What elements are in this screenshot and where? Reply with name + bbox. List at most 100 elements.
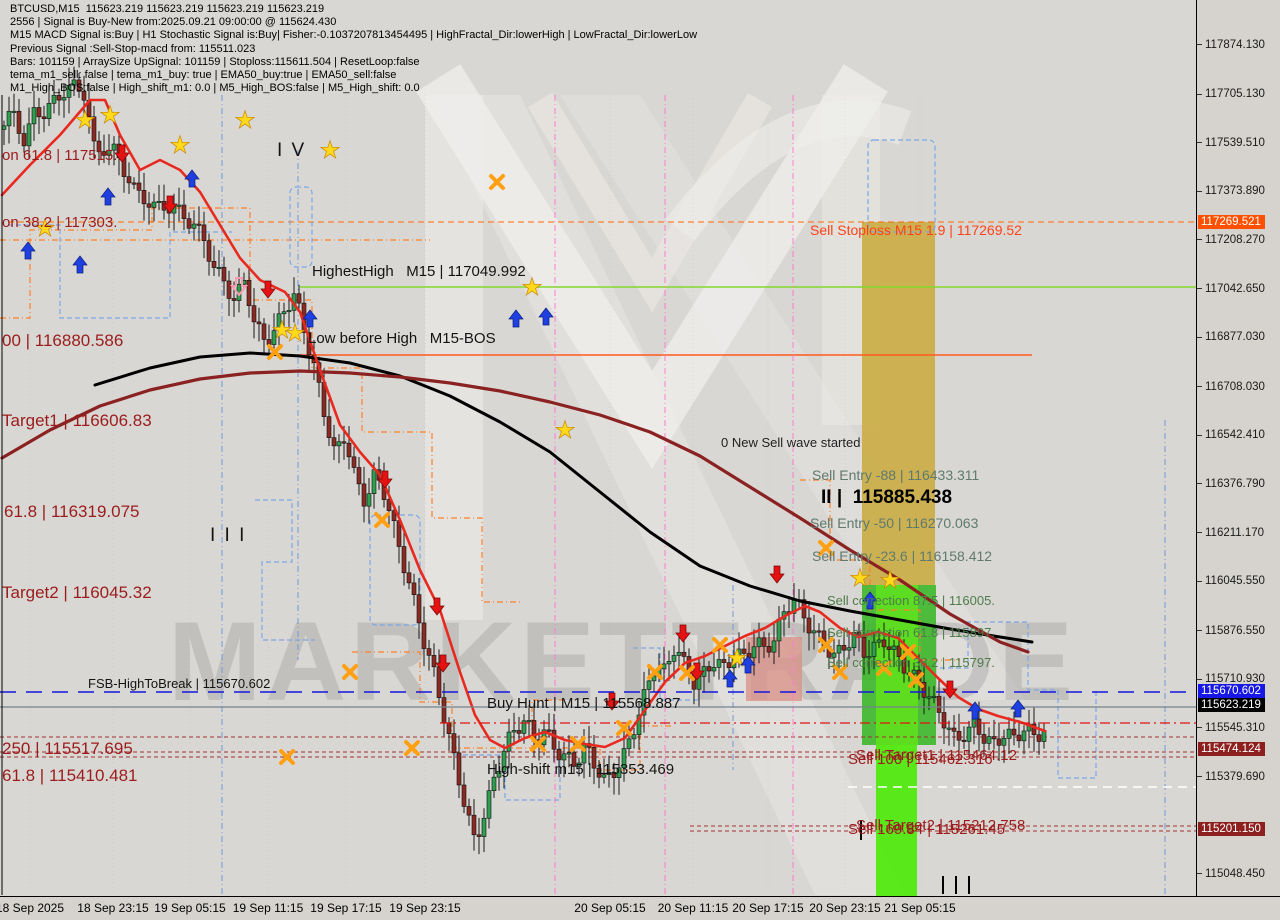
chart-info-header: BTCUSD,M15 115623.219 115623.219 115623.… [10, 3, 697, 95]
candle-body [391, 510, 397, 522]
star-marker: ★ [99, 102, 121, 129]
blue-channel-line [940, 621, 1097, 779]
candle-body [1021, 730, 1027, 742]
star-marker: ★ [521, 274, 543, 301]
close-signal-x-icon [900, 644, 916, 660]
candle-body [101, 151, 107, 156]
candle-body [951, 727, 957, 732]
candle-body [146, 203, 152, 208]
star-marker: ★ [271, 317, 293, 344]
star-marker: ★ [879, 567, 901, 594]
time-axis-label: 21 Sep 05:15 [884, 901, 956, 915]
sell-arrow-icon [769, 565, 785, 584]
candle-body [151, 201, 157, 208]
time-axis-label: 20 Sep 11:15 [657, 901, 729, 915]
buy-arrow-icon [508, 309, 524, 328]
price-tag: 115670.602 [1198, 684, 1265, 699]
candle-body [1011, 728, 1017, 736]
header-line-previous-signal: Previous Signal :Sell-Stop-macd from: 11… [10, 42, 256, 55]
candle-body [966, 726, 972, 742]
price-axis-tick: 117539.510 [1197, 137, 1265, 151]
annotation-label: Target1 | 116606.83 [2, 411, 152, 430]
candle-body [946, 727, 952, 730]
candle-body [36, 107, 42, 118]
price-axis-tick: 115379.690 [1197, 771, 1265, 785]
candle-body [641, 689, 647, 716]
annotation-label: 250 | 115517.695 [2, 739, 133, 758]
candle-body [396, 520, 402, 547]
sell-arrow-icon [114, 144, 130, 163]
close-signal-x-icon [818, 540, 834, 556]
candle-body [881, 639, 887, 648]
candle-body [621, 748, 627, 769]
tick-dash [1197, 483, 1202, 485]
candle-body [211, 260, 217, 268]
tick-dash [1197, 44, 1202, 46]
candle-body [956, 730, 962, 741]
candle-body [441, 697, 447, 724]
candle-body [331, 437, 337, 447]
candle-body [921, 681, 927, 698]
tick-dash [1197, 93, 1202, 95]
candle-body [996, 738, 1002, 746]
highlight-band [862, 222, 935, 585]
sell-arrow-icon [435, 654, 451, 673]
price-axis-tick: 116211.170 [1197, 527, 1264, 541]
candle-body [91, 116, 97, 142]
candle-body [736, 648, 742, 660]
annotation-label: Target2 | 116045.32 [2, 583, 152, 602]
close-signal-x-icon [267, 344, 283, 360]
candle-body [281, 311, 287, 315]
price-axis-tick-label: 117874.130 [1205, 38, 1265, 51]
candle-body [46, 103, 52, 120]
blue-channel-line [8, 224, 232, 319]
price-axis-tick: 117042.650 [1197, 283, 1265, 297]
candle-body [76, 79, 82, 92]
time-scale[interactable]: 18 Sep 2025 18 Sep 23:15 19 Sep 05:15 19 Se… [0, 896, 1280, 920]
header-line-signal: 2556 | Signal is Buy-New from:2025.09.21… [10, 16, 337, 29]
price-tag: 115201.150 [1198, 822, 1265, 837]
candle-body [221, 266, 227, 282]
tick-dash [1197, 532, 1202, 534]
candle-body [516, 730, 522, 734]
buy-arrow-icon [967, 701, 983, 720]
close-signal-x-icon [404, 740, 420, 756]
time-axis-label: 19 Sep 05:15 [154, 901, 226, 915]
candle-body [21, 133, 27, 147]
candle-body [741, 648, 747, 654]
price-scale[interactable]: 117874.130 117705.130 117539.510 117373.890… [1196, 0, 1280, 896]
candle-body [106, 149, 112, 156]
candle-body [66, 84, 72, 98]
candle-body [366, 493, 372, 507]
buy-arrow-icon [72, 255, 88, 274]
price-axis-tick-label: 116542.410 [1205, 429, 1265, 442]
buy-arrow-icon [740, 655, 756, 674]
candle-body [511, 730, 517, 733]
candle-body [261, 323, 267, 340]
time-axis-label: 20 Sep 17:15 [732, 901, 804, 915]
buy-arrow-icon [538, 307, 554, 326]
candle-body [591, 746, 597, 769]
sell-arrow-icon [604, 692, 620, 711]
annotation-label: on 38.2 | 117303. [2, 214, 118, 231]
close-signal-x-icon [876, 660, 892, 676]
star-marker: ★ [234, 107, 256, 134]
candle-body [181, 204, 187, 219]
candle-body [496, 770, 502, 778]
candle-body [1016, 734, 1022, 742]
price-axis-tick-label: 116376.790 [1205, 477, 1265, 490]
candle-body [466, 806, 472, 816]
price-axis-tick: 117208.270 [1197, 234, 1265, 248]
candle-body [926, 696, 932, 699]
candle-body [1036, 734, 1042, 742]
candle-body [671, 655, 677, 662]
candle-body [481, 817, 487, 837]
close-signal-x-icon [908, 672, 924, 688]
price-axis-tick-label: 117373.890 [1205, 185, 1265, 198]
close-signal-x-icon [374, 512, 390, 528]
candle-body [176, 204, 182, 207]
candle-body [551, 729, 557, 750]
candle-body [131, 182, 137, 185]
price-axis-tick: 115545.310 [1197, 722, 1265, 736]
